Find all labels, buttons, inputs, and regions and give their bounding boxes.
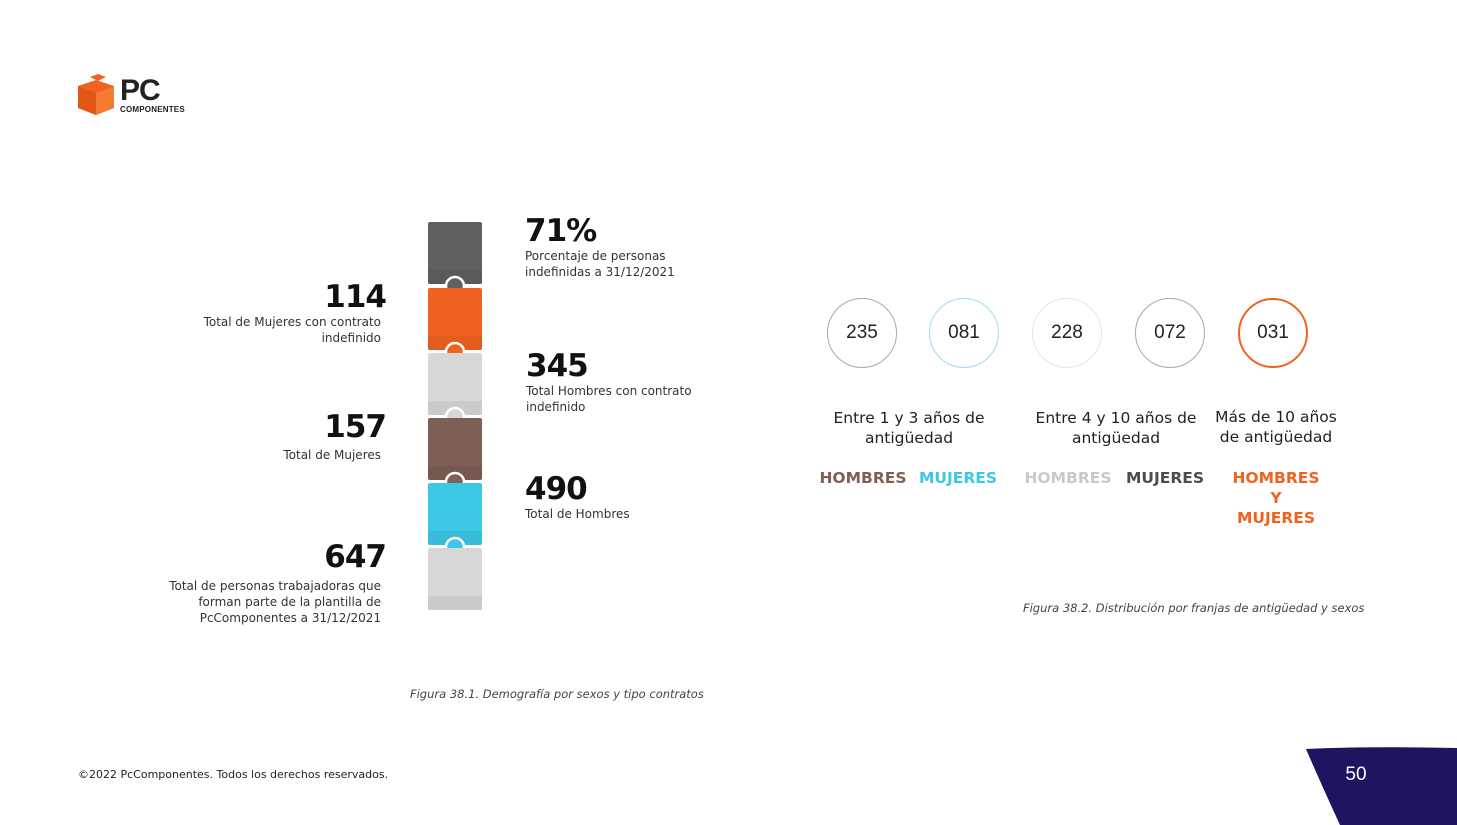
- seniority-circle: 072: [1135, 298, 1205, 368]
- stat-value: 157: [324, 409, 387, 445]
- sex-label-line: MUJERES: [1125, 469, 1205, 487]
- stat-women-indefinite-desc: Total de Mujeres con contrato indefinido: [140, 314, 381, 346]
- sex-label-line: HOMBRES: [1232, 469, 1320, 487]
- stat-desc-line: indefinido: [321, 331, 381, 345]
- stat-desc-line: indefinido: [526, 400, 586, 414]
- stat-value: 114: [324, 279, 387, 315]
- puzzle-piece-dark-gray: [428, 222, 482, 284]
- logo-wordmark: PC: [120, 74, 161, 107]
- sex-label: HOMBRES: [1018, 468, 1118, 488]
- range-line: antigüedad: [864, 429, 954, 447]
- stat-women-indefinite: 114: [140, 279, 387, 315]
- sex-label-line: HOMBRES: [819, 469, 907, 487]
- sex-label-line: Y: [1270, 489, 1282, 507]
- puzzle-piece-cyan: [428, 483, 482, 545]
- logo-box-icon: [78, 74, 114, 115]
- puzzle-piece-shade: [428, 596, 482, 610]
- sex-label: HOMBRES: [813, 468, 913, 488]
- stat-desc-line: Total de Mujeres: [283, 448, 381, 462]
- figure-38-2-caption: Figura 38.2. Distribución por franjas de…: [1023, 601, 1365, 615]
- seniority-range-label: Más de 10 años de antigüedad: [1196, 407, 1356, 447]
- stat-desc-line: indefinidas a 31/12/2021: [525, 265, 675, 279]
- range-line: Más de 10 años: [1215, 408, 1337, 426]
- stat-value: 345: [526, 348, 589, 384]
- stat-indefinite-percentage: 71% Porcentaje de personas indefinidas a…: [525, 214, 785, 280]
- puzzle-piece-brown: [428, 418, 482, 480]
- sex-label: MUJERES: [908, 468, 1008, 488]
- stat-total-women-desc: Total de Mujeres: [140, 447, 381, 463]
- puzzle-column: [428, 222, 482, 610]
- range-line: Entre 4 y 10 años de: [1035, 409, 1197, 427]
- stat-total-women: 157: [140, 409, 387, 445]
- sex-label-line: MUJERES: [918, 469, 998, 487]
- page-number: 50: [1345, 764, 1367, 785]
- stat-desc-line: Porcentaje de personas: [525, 249, 666, 263]
- stat-value: 71%: [525, 213, 597, 249]
- stat-total-staff-desc: Total de personas trabajadoras que forma…: [120, 578, 381, 626]
- pccomponentes-logo: PC COMPONENTES: [76, 74, 196, 118]
- stat-desc-line: Total de Mujeres con contrato: [203, 315, 381, 329]
- stat-desc-line: Total de personas trabajadoras que: [169, 579, 381, 593]
- stat-men-indefinite: 345 Total Hombres con contrato indefinid…: [526, 349, 786, 415]
- sex-label-line: MUJERES: [1236, 509, 1316, 527]
- seniority-range-label: Entre 1 y 3 años de antigüedad: [814, 408, 1004, 448]
- seniority-circle: 031: [1238, 298, 1308, 368]
- stat-value: 490: [525, 471, 588, 507]
- stat-desc-line: Total Hombres con contrato: [526, 384, 692, 398]
- puzzle-piece-light-gray: [428, 353, 482, 415]
- stat-desc-line: Total de Hombres: [525, 507, 630, 521]
- sex-label: HOMBRES Y MUJERES: [1226, 468, 1326, 528]
- stat-desc-line: forman parte de la plantilla de: [198, 595, 381, 609]
- range-line: Entre 1 y 3 años de: [833, 409, 985, 427]
- logo-subtext: COMPONENTES: [120, 105, 185, 114]
- puzzle-piece-orange: [428, 288, 482, 350]
- stat-desc-line: PcComponentes a 31/12/2021: [199, 611, 381, 625]
- range-line: de antigüedad: [1219, 428, 1333, 446]
- sex-label: MUJERES: [1115, 468, 1215, 488]
- copyright-notice: ©2022 PcComponentes. Todos los derechos …: [78, 768, 389, 781]
- seniority-circle: 228: [1032, 298, 1102, 368]
- range-line: antigüedad: [1071, 429, 1161, 447]
- stat-value: 647: [324, 539, 387, 575]
- stat-total-men: 490 Total de Hombres: [525, 472, 785, 522]
- seniority-circle: 235: [827, 298, 897, 368]
- page-number-tab: [1306, 747, 1457, 825]
- seniority-range-label: Entre 4 y 10 años de antigüedad: [1021, 408, 1211, 448]
- puzzle-piece-light-gray-bottom: [428, 548, 482, 610]
- seniority-circle: 081: [929, 298, 999, 368]
- figure-38-1-caption: Figura 38.1. Demografía por sexos y tipo…: [410, 687, 704, 701]
- stat-total-staff: 647: [140, 539, 387, 575]
- sex-label-line: HOMBRES: [1024, 469, 1112, 487]
